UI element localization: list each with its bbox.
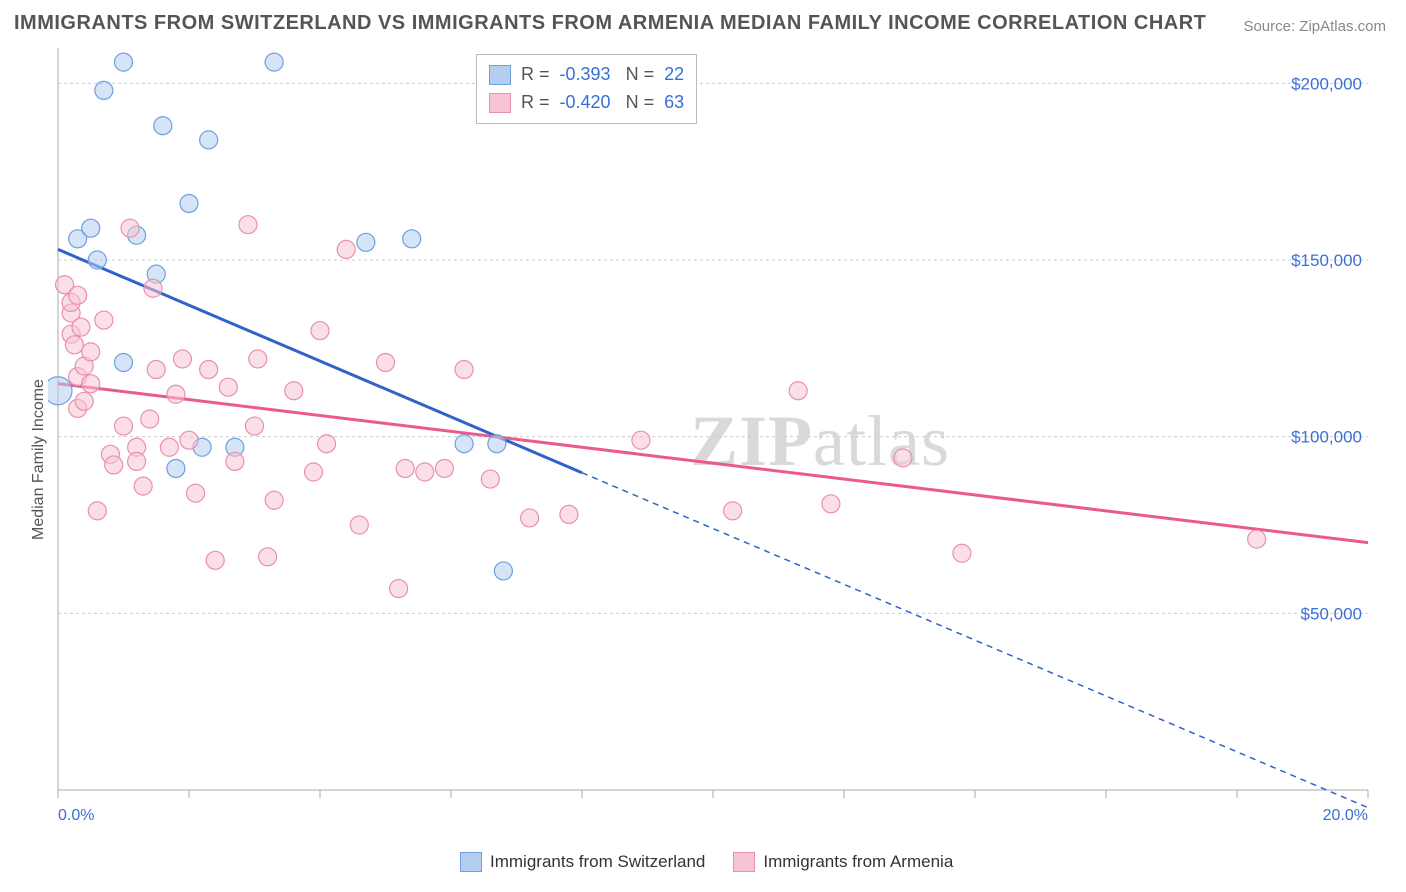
svg-text:0.0%: 0.0% xyxy=(58,807,94,824)
legend-swatch xyxy=(489,93,511,113)
legend-item: Immigrants from Armenia xyxy=(733,852,953,872)
legend-swatch xyxy=(460,852,482,872)
svg-text:20.0%: 20.0% xyxy=(1323,807,1368,824)
svg-text:$200,000: $200,000 xyxy=(1291,74,1362,93)
legend-row: R = -0.420 N = 63 xyxy=(489,89,684,117)
legend-label: Immigrants from Armenia xyxy=(763,852,953,872)
correlation-legend: R = -0.393 N = 22R = -0.420 N = 63 xyxy=(476,54,697,124)
source-label: Source: ZipAtlas.com xyxy=(1243,18,1386,35)
series-legend: Immigrants from Switzerland Immigrants fr… xyxy=(460,852,953,872)
svg-text:$100,000: $100,000 xyxy=(1291,428,1362,447)
y-axis-label: Median Family Income xyxy=(30,379,48,540)
svg-text:$150,000: $150,000 xyxy=(1291,251,1362,270)
legend-label: Immigrants from Switzerland xyxy=(490,852,705,872)
legend-swatch xyxy=(733,852,755,872)
correlation-scatter-chart: $50,000 $100,000 $150,000 $200,000 0.0% 20.0% xyxy=(48,48,1388,840)
chart-title: IMMIGRANTS FROM SWITZERLAND VS IMMIGRANT… xyxy=(14,12,1206,35)
legend-row: R = -0.393 N = 22 xyxy=(489,61,684,89)
legend-item: Immigrants from Switzerland xyxy=(460,852,705,872)
svg-text:$50,000: $50,000 xyxy=(1301,604,1362,623)
legend-swatch xyxy=(489,65,511,85)
